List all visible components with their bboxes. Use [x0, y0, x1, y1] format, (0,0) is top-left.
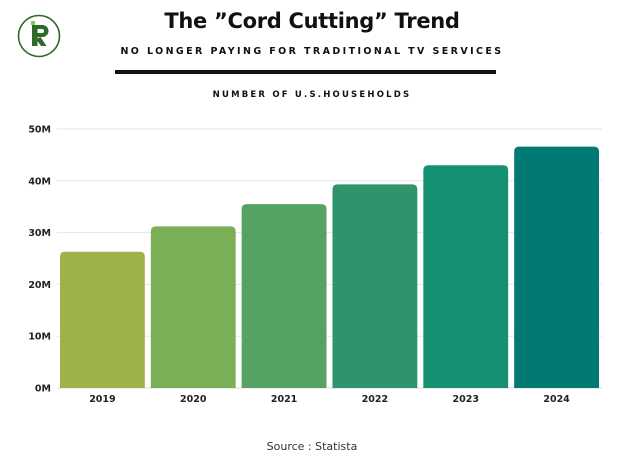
x-tick-label: 2023 — [453, 394, 479, 405]
y-tick-label: 10M — [28, 332, 51, 343]
bar — [423, 165, 509, 388]
x-tick-label: 2024 — [543, 394, 570, 405]
bar — [514, 146, 599, 388]
source-note: Source : Statista — [266, 440, 358, 453]
y-tick-label: 0M — [35, 384, 51, 395]
bar — [150, 226, 236, 388]
chart-subtitle: NO LONGER PAYING FOR TRADITIONAL TV SERV… — [120, 46, 504, 57]
chart-title: The ”Cord Cutting” Trend — [164, 9, 460, 33]
x-tick-label: 2022 — [362, 394, 388, 405]
bar — [60, 251, 145, 388]
y-tick-label: 40M — [28, 176, 51, 187]
bar — [332, 184, 418, 388]
y-tick-label: 30M — [28, 228, 51, 239]
x-tick-label: 2021 — [271, 394, 297, 405]
title-divider — [115, 70, 496, 74]
y-tick-label: 50M — [28, 125, 51, 136]
x-tick-label: 2020 — [180, 394, 207, 405]
logo-icon — [17, 14, 61, 58]
y-axis-label: NUMBER OF U.S.HOUSEHOLDS — [212, 90, 412, 100]
bar — [241, 204, 327, 388]
y-tick-label: 20M — [28, 280, 51, 291]
bar-chart: 0M 10M 20M 30M 40M 50M 2019 2020 2021 2022 2023 202… — [28, 125, 602, 405]
x-tick-label: 2019 — [89, 394, 115, 405]
